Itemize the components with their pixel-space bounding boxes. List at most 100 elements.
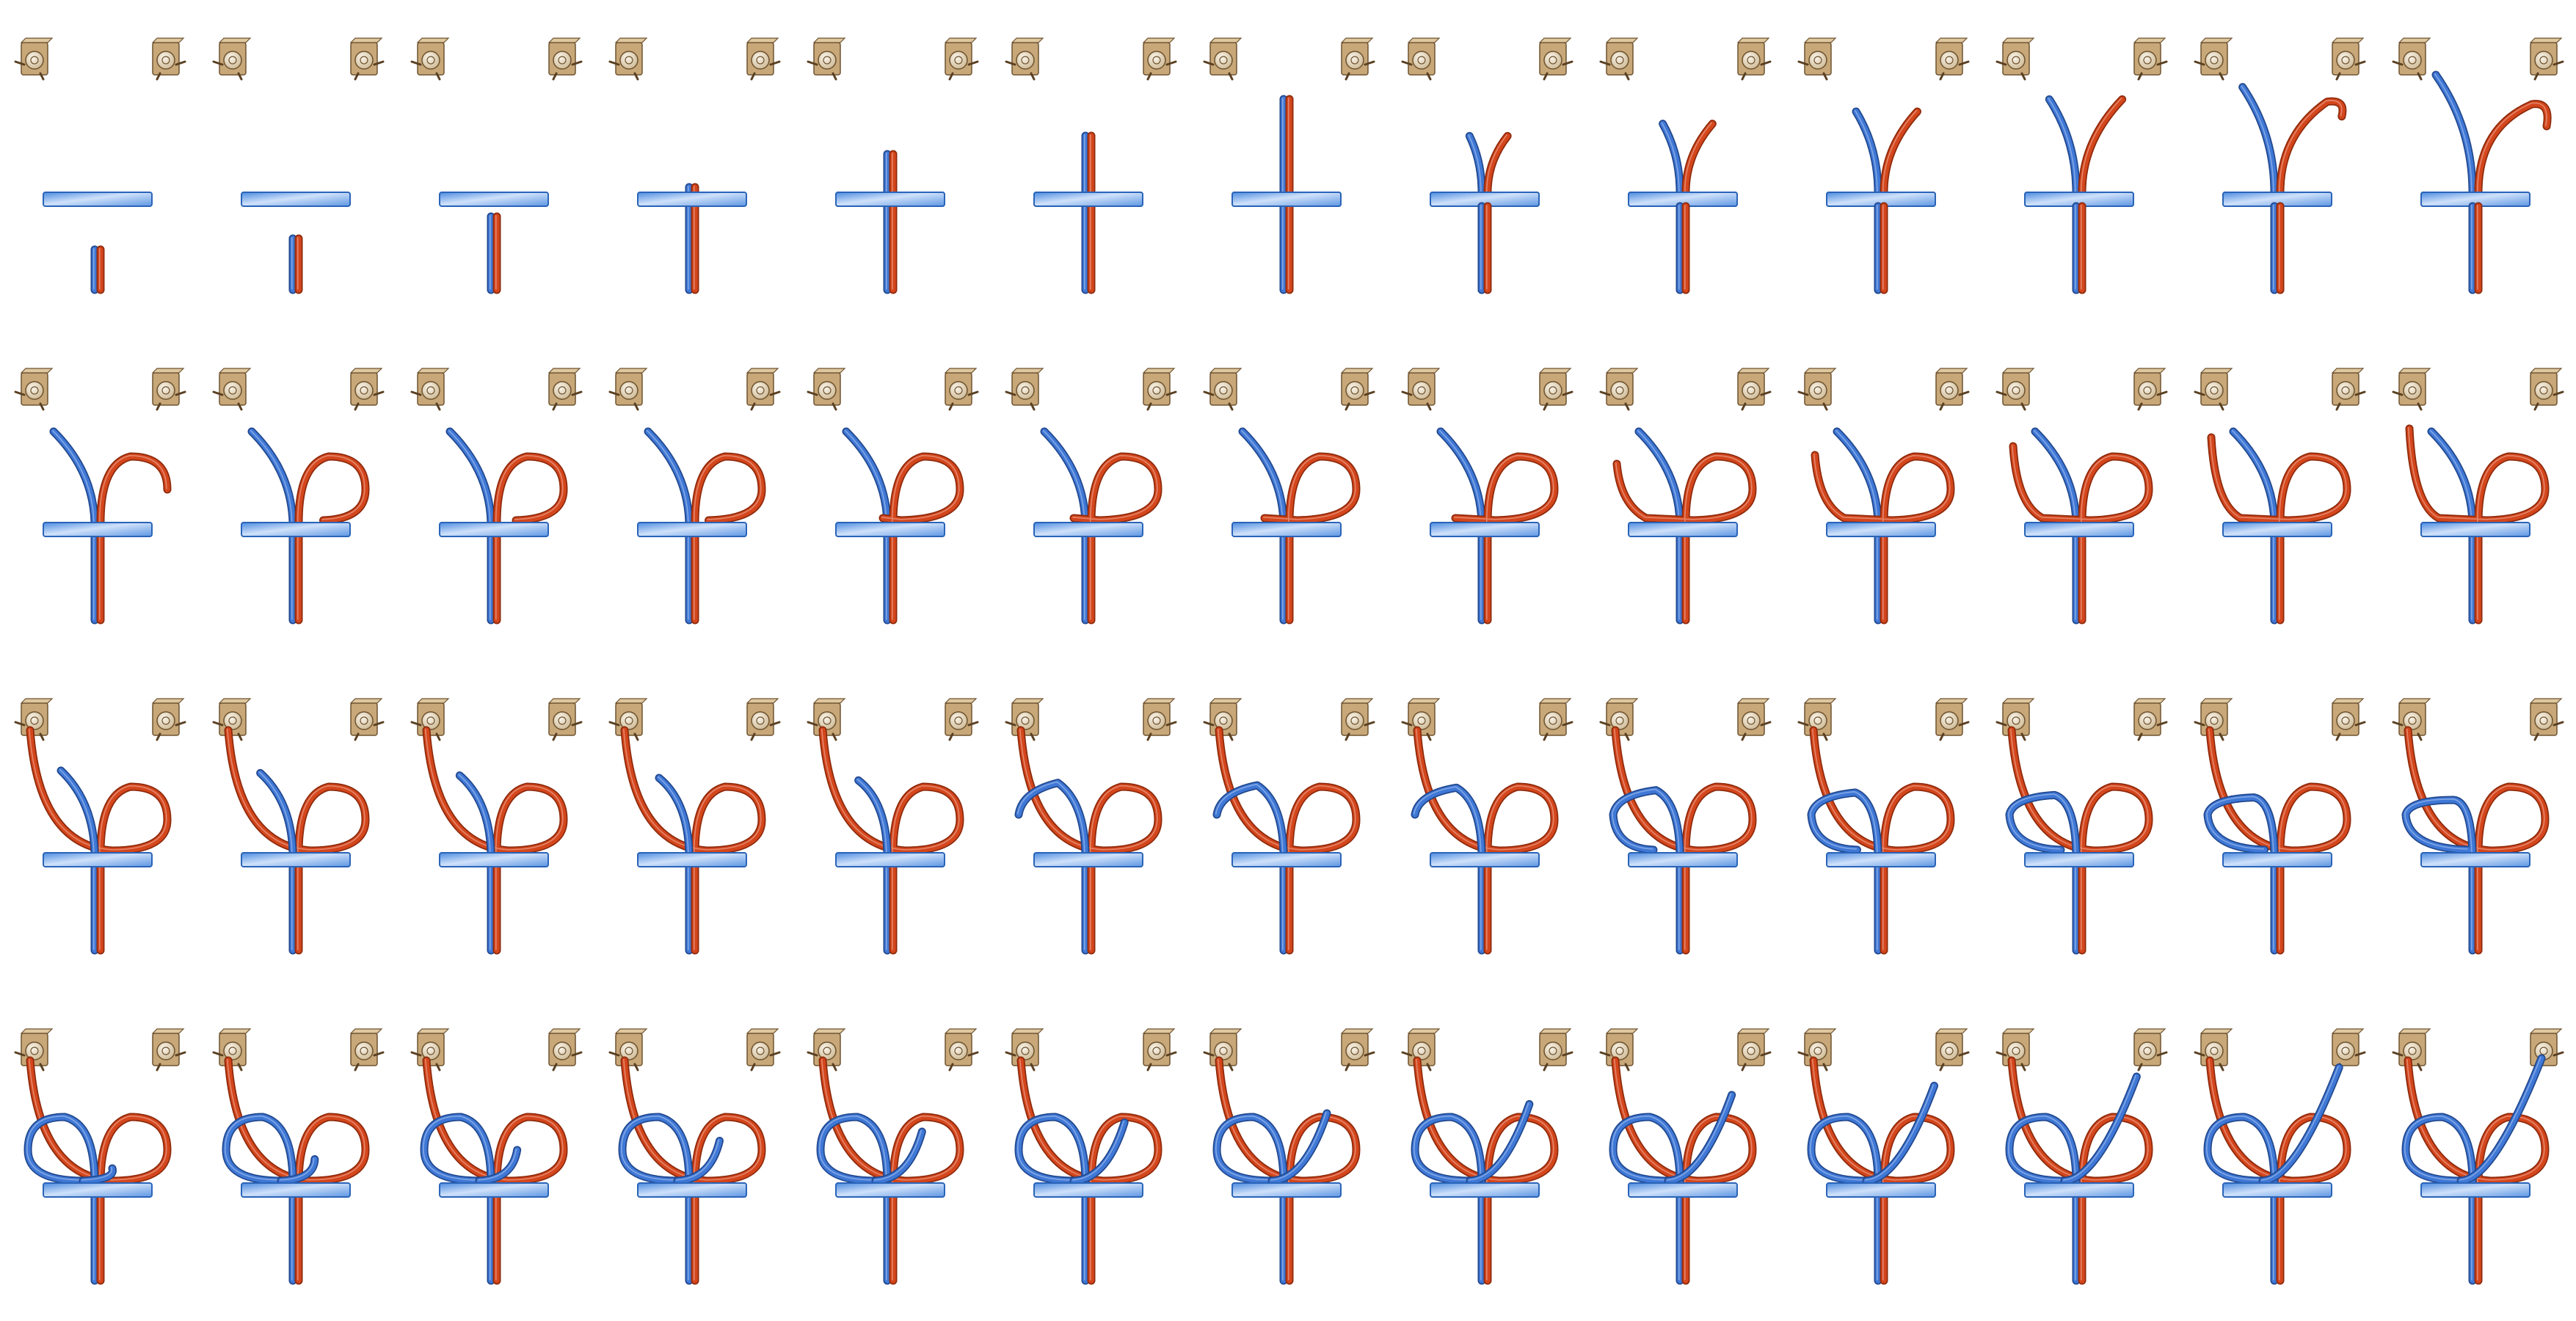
red-wire-highlight — [1684, 122, 1712, 290]
terminal-stub — [237, 402, 243, 411]
blue-wire — [25, 1114, 98, 1186]
terminal-screw-disc — [2205, 381, 2224, 400]
terminal-top-face — [416, 368, 450, 374]
terminal-stub — [2137, 1063, 2143, 1071]
terminal-screw-disc — [2006, 51, 2026, 70]
red-wire-highlight — [1019, 1058, 1158, 1183]
frame — [14, 1028, 186, 1285]
screw-terminal-icon — [1142, 698, 1177, 741]
terminal-stub — [608, 60, 620, 66]
crossbar-icon — [439, 192, 549, 207]
terminal-screw-disc — [553, 51, 572, 70]
terminal-top-face — [547, 698, 581, 704]
terminal-stub — [354, 1063, 360, 1071]
blue-wire — [257, 770, 296, 856]
blue-wire — [1071, 1119, 1127, 1184]
terminal-stub — [1228, 72, 1234, 81]
screw-terminal-icon — [1995, 368, 2035, 411]
frame — [807, 368, 979, 625]
terminal-top-face — [2001, 37, 2035, 43]
terminal-top-face — [1803, 1028, 1837, 1034]
screw-terminal-icon — [746, 37, 781, 81]
terminal-stub — [1624, 402, 1630, 411]
red-wire — [622, 1058, 765, 1186]
frame — [608, 698, 781, 955]
blue-wire-highlight — [1661, 122, 1680, 290]
terminal-stub — [354, 402, 360, 411]
terminal-screw-head — [1219, 56, 1228, 65]
blue-wire-highlight — [2404, 1115, 2473, 1183]
terminal-screw-head — [558, 716, 567, 725]
blue-wire — [278, 1156, 318, 1184]
terminal-top-face — [614, 698, 648, 704]
red-wire — [1612, 727, 1755, 856]
terminal-screw-head — [2143, 716, 2152, 725]
terminal-screw-head — [756, 56, 765, 65]
terminal-screw-head — [2539, 716, 2548, 725]
red-wire — [1683, 120, 1716, 293]
terminal-screw-head — [558, 386, 567, 395]
terminal-screw-disc — [818, 711, 837, 730]
terminal-screw-head — [360, 386, 368, 395]
screw-terminal-icon — [349, 37, 385, 81]
terminal-screw-disc — [1147, 381, 1166, 400]
terminal-stub — [1030, 732, 1036, 741]
terminal-stub — [1760, 390, 1772, 396]
crossbar-icon — [241, 192, 351, 207]
blue-wire-highlight — [1854, 109, 1878, 290]
terminal-screw-head — [2539, 1047, 2548, 1055]
terminal-stub — [156, 732, 161, 741]
terminal-screw-head — [30, 1047, 39, 1055]
terminal-stub — [552, 732, 558, 741]
frame — [212, 368, 385, 625]
terminal-screw-disc — [553, 711, 572, 730]
crossbar-icon — [43, 522, 153, 537]
terminal-screw-head — [2539, 56, 2548, 65]
blue-wire-highlight — [1071, 1121, 1124, 1181]
terminal-screw-head — [2408, 56, 2417, 65]
crossbar-icon — [241, 1182, 351, 1198]
terminal-stub — [2553, 60, 2564, 66]
terminal-screw-head — [756, 386, 765, 395]
terminal-top-face — [2529, 698, 2563, 704]
terminal-stub — [1562, 721, 1573, 727]
frame — [1005, 698, 1177, 955]
terminal-screw-disc — [156, 1041, 175, 1060]
red-wire — [494, 454, 567, 525]
screw-terminal-icon — [807, 37, 846, 81]
terminal-top-face — [1142, 368, 1176, 374]
terminal-stub — [769, 390, 781, 396]
blue-wire-highlight — [26, 1115, 95, 1183]
crossbar-icon — [43, 852, 153, 867]
terminal-stub — [571, 390, 583, 396]
screw-terminal-icon — [944, 698, 979, 741]
terminal-top-face — [2001, 1028, 2035, 1034]
terminal-top-face — [2133, 37, 2166, 43]
blue-wire — [80, 1165, 116, 1184]
terminal-stub — [1822, 1063, 1828, 1071]
screw-terminal-icon — [2194, 37, 2233, 81]
terminal-stub — [1165, 721, 1177, 727]
terminal-stub — [807, 60, 818, 66]
terminal-screw-disc — [619, 381, 638, 400]
terminal-screw-head — [1021, 1047, 1030, 1055]
terminal-screw-disc — [1214, 51, 1233, 70]
terminal-stub — [1228, 402, 1234, 411]
blue-wire — [476, 1147, 520, 1184]
terminal-screw-head — [1152, 386, 1161, 395]
screw-terminal-icon — [2529, 368, 2564, 411]
red-wire — [2475, 101, 2550, 293]
blue-wire-highlight — [856, 779, 887, 853]
red-wire-highlight — [2406, 728, 2545, 853]
terminal-screw-disc — [1016, 711, 1035, 730]
terminal-top-face — [812, 698, 846, 704]
terminal-stub — [237, 732, 243, 741]
blue-wire-highlight — [2429, 429, 2473, 523]
terminal-screw-disc — [619, 1041, 638, 1060]
blue-wire-highlight — [250, 429, 293, 523]
terminal-stub — [608, 1051, 620, 1057]
terminal-screw-head — [954, 716, 963, 725]
terminal-stub — [2156, 1051, 2168, 1057]
terminal-top-face — [1803, 698, 1837, 704]
terminal-screw-disc — [354, 1041, 374, 1060]
